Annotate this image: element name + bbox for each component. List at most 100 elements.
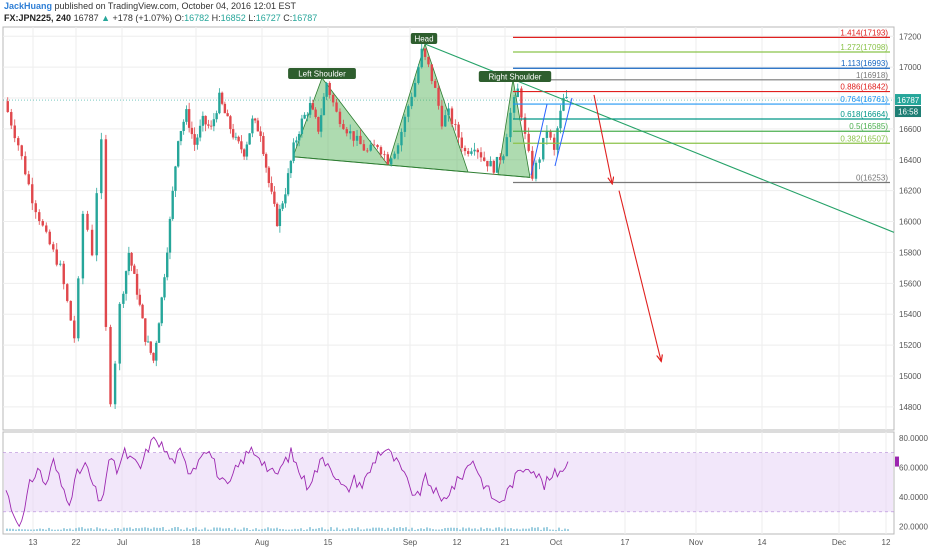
candle-body: [410, 96, 413, 107]
candle-body: [295, 140, 298, 143]
close-value: 16787: [292, 13, 318, 23]
fib-level-label: 1.272(17098): [840, 43, 888, 52]
price-tick-label: 17000: [899, 63, 922, 72]
volume-bar: [264, 528, 266, 531]
volume-bar: [111, 529, 113, 531]
candle-body: [444, 115, 447, 127]
candle-body: [77, 278, 80, 339]
candle-body: [24, 156, 27, 175]
candle-body: [182, 121, 185, 132]
candle-body: [420, 48, 423, 68]
last-price-badge-text: 16787: [897, 96, 920, 105]
candle-body: [463, 147, 467, 152]
volume-bar: [87, 528, 89, 531]
time-tick-label: 22: [72, 538, 81, 547]
volume-bar: [267, 527, 269, 531]
volume-bar: [39, 528, 41, 531]
volume-bar: [468, 527, 470, 531]
volume-bar: [405, 527, 407, 531]
volume-bar: [333, 529, 335, 531]
pattern-label: Right Shoulder: [489, 73, 542, 82]
author-name[interactable]: JackHuang: [4, 1, 53, 11]
candle-body: [366, 150, 369, 152]
candle-body: [355, 135, 359, 141]
candle-body: [476, 149, 479, 153]
volume-bar: [372, 527, 374, 531]
volume-bar: [45, 529, 47, 531]
volume-bar: [282, 529, 284, 531]
up-arrow-icon: ▲: [101, 13, 111, 23]
high-value: 16852: [220, 13, 246, 23]
volume-bar: [243, 527, 245, 531]
fib-level-label: 1.113(16993): [841, 59, 888, 68]
candle-body: [229, 116, 232, 130]
volume-bar: [441, 529, 443, 531]
volume-bar: [516, 528, 518, 531]
candle-body: [17, 138, 20, 146]
volume-bar: [156, 527, 158, 531]
volume-bar: [303, 529, 305, 531]
candle-body: [516, 88, 519, 98]
volume-bar: [459, 529, 461, 531]
rsi-tick-label: 40.0000: [899, 493, 928, 502]
candle-body: [237, 136, 240, 142]
candle-body: [179, 131, 183, 142]
volume-bar: [378, 527, 380, 531]
volume-bar: [447, 527, 449, 531]
volume-bar: [33, 529, 35, 531]
candle-body: [403, 116, 407, 132]
candle-body: [69, 300, 72, 321]
candle-body: [187, 109, 191, 128]
price-tick-label: 15000: [899, 372, 922, 381]
volume-bar: [141, 527, 143, 531]
candle-body: [264, 154, 268, 168]
candle-body: [59, 263, 62, 265]
candle-body: [196, 137, 199, 145]
volume-bar: [501, 528, 503, 531]
volume-bar: [96, 527, 98, 531]
time-tick-label: 14: [758, 538, 767, 547]
candle-body: [565, 96, 568, 99]
volume-bar: [519, 529, 521, 531]
volume-bar: [402, 527, 404, 531]
symbol-label[interactable]: FX:JPN225, 240: [4, 13, 72, 23]
volume-bar: [309, 527, 311, 531]
volume-bar: [69, 528, 71, 531]
candle-body: [359, 135, 362, 145]
channel-line: [530, 104, 548, 176]
volume-bar: [327, 529, 329, 531]
rsi-last-marker: [895, 456, 899, 467]
price-tick-label: 15400: [899, 310, 922, 319]
candle-body: [386, 154, 389, 165]
volume-bar: [42, 528, 44, 531]
volume-bar: [363, 529, 365, 531]
volume-bar: [453, 527, 455, 531]
candle-body: [259, 131, 262, 137]
candle-body: [138, 294, 142, 305]
last-price-badge: [895, 94, 921, 106]
candle-body: [314, 109, 317, 117]
volume-bar: [252, 529, 254, 531]
volume-bar: [465, 528, 467, 531]
volume-bar: [348, 528, 350, 531]
candle-body: [538, 159, 541, 163]
volume-bar: [384, 529, 386, 531]
candle-body: [352, 131, 355, 141]
rsi-line: [5, 436, 569, 528]
fib-level-label: 0(16253): [856, 173, 888, 182]
volume-bar: [153, 527, 155, 531]
pattern-label-box: [410, 33, 438, 44]
candle-body: [520, 88, 523, 118]
volume-bar: [495, 527, 497, 531]
volume-bar: [558, 527, 560, 531]
candle-body: [220, 92, 224, 104]
projection-arrow: [618, 190, 661, 361]
volume-bar: [456, 527, 458, 531]
candle-body: [146, 341, 150, 343]
volume-bar: [174, 527, 176, 531]
volume-bar: [159, 527, 161, 531]
candle-body: [135, 273, 139, 295]
volume-bar: [6, 528, 8, 531]
volume-bar: [114, 528, 116, 531]
